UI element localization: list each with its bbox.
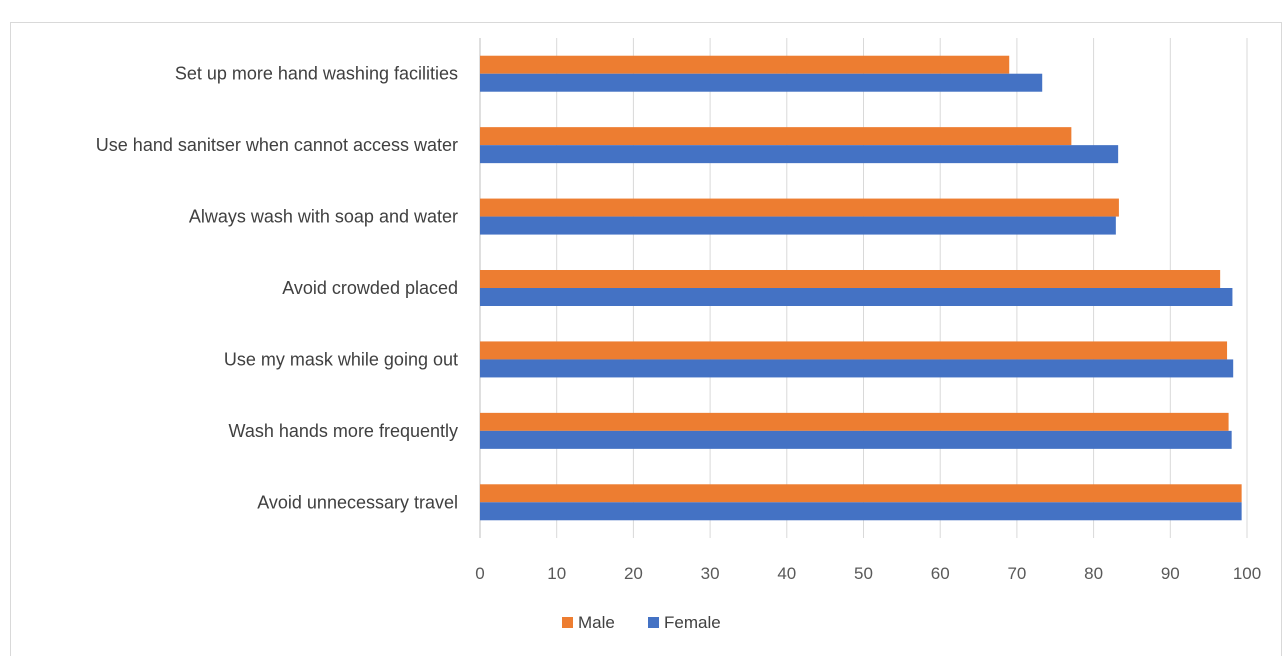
category-label: Wash hands more frequently — [229, 421, 458, 441]
bar-male — [480, 198, 1119, 217]
x-tick-label: 0 — [475, 564, 484, 583]
bar-male — [480, 270, 1221, 288]
bar-male — [480, 55, 1010, 74]
bar-female — [480, 288, 1233, 306]
legend-swatch-male — [562, 617, 573, 628]
bar-male — [480, 412, 1229, 431]
bars — [480, 55, 1242, 521]
bar-female — [480, 145, 1119, 164]
legend-swatch-female — [648, 617, 659, 628]
category-label: Always wash with soap and water — [189, 207, 458, 227]
bar-female — [480, 502, 1242, 521]
legend-label-male: Male — [578, 613, 615, 632]
bar-female — [480, 430, 1232, 449]
x-tick-label: 10 — [547, 564, 566, 583]
x-tick-label: 40 — [777, 564, 796, 583]
x-tick-label: 60 — [931, 564, 950, 583]
legend: Male Female — [562, 613, 721, 632]
category-label: Use hand sanitser when cannot access wat… — [96, 135, 458, 155]
x-tick-label: 100 — [1233, 564, 1261, 583]
bar-male — [480, 127, 1072, 146]
chart-frame — [10, 22, 1282, 656]
bar-male — [480, 341, 1228, 360]
category-labels: Avoid unnecessary travel Wash hands more … — [96, 64, 458, 513]
category-label: Set up more hand washing facilities — [175, 64, 458, 84]
bar-female — [480, 359, 1234, 378]
x-tick-label: 30 — [701, 564, 720, 583]
x-tick-labels: 0 10 20 30 40 50 60 70 80 90 100 — [475, 564, 1261, 583]
bar-female — [480, 216, 1116, 235]
x-tick-label: 70 — [1007, 564, 1026, 583]
x-tick-label: 20 — [624, 564, 643, 583]
bar-female — [480, 73, 1043, 92]
category-label: Avoid crowded placed — [282, 278, 458, 298]
category-label: Avoid unnecessary travel — [257, 492, 458, 512]
bar-male — [480, 484, 1242, 503]
x-tick-label: 80 — [1084, 564, 1103, 583]
category-label: Use my mask while going out — [224, 349, 458, 369]
x-tick-label: 90 — [1161, 564, 1180, 583]
x-tick-label: 50 — [854, 564, 873, 583]
legend-label-female: Female — [664, 613, 721, 632]
